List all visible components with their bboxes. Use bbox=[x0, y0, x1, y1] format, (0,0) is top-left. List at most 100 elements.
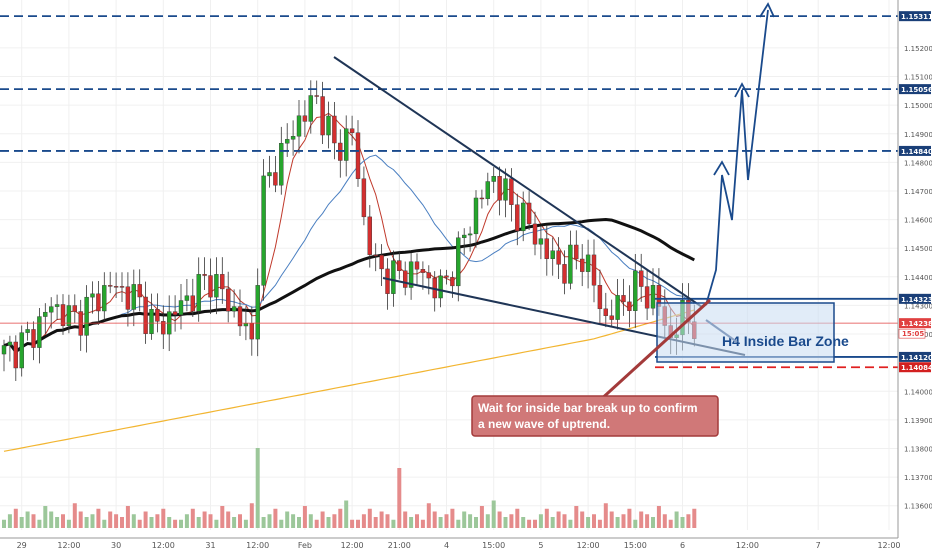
volume-bar bbox=[485, 514, 490, 528]
price-tick-label: 1.15200 bbox=[904, 45, 932, 53]
candle-body bbox=[544, 238, 549, 259]
volume-bar bbox=[515, 508, 520, 528]
price-tick-label: 1.14000 bbox=[904, 388, 932, 396]
level-badge-label: 1.14840 bbox=[901, 148, 932, 156]
candle-body bbox=[302, 115, 308, 122]
volume-bar bbox=[444, 514, 449, 528]
candle-body bbox=[603, 308, 608, 316]
volume-bar bbox=[556, 511, 561, 528]
candle-body bbox=[574, 244, 579, 260]
candle-body bbox=[279, 143, 284, 186]
time-tick-label: 12:00 bbox=[57, 541, 80, 550]
candle-body bbox=[208, 275, 213, 298]
volume-bar bbox=[308, 514, 313, 528]
candle-body bbox=[267, 172, 272, 177]
volume-bar bbox=[261, 517, 266, 528]
candle-body bbox=[462, 234, 467, 238]
volume-bar bbox=[208, 514, 213, 528]
volume-bar bbox=[66, 519, 71, 528]
candle-body bbox=[143, 296, 148, 334]
volume-bar bbox=[131, 514, 136, 528]
volume-bar bbox=[173, 519, 178, 528]
arrowhead-2 bbox=[734, 82, 750, 98]
volume-bar bbox=[285, 511, 290, 528]
volume-bar bbox=[84, 517, 89, 528]
candle-body bbox=[503, 178, 508, 201]
volume-bar bbox=[184, 514, 189, 528]
volume-bar bbox=[179, 519, 183, 528]
candle-body bbox=[568, 244, 573, 284]
level-badge bbox=[899, 318, 931, 329]
volume-bar bbox=[415, 514, 419, 528]
candle-body bbox=[615, 295, 620, 320]
volume-bar bbox=[432, 511, 437, 528]
candle-body bbox=[391, 260, 396, 294]
volume-bar bbox=[397, 468, 402, 528]
time-tick-label: 21:00 bbox=[388, 541, 411, 550]
analysis-drawings: H4 Inside Bar Zone Wait for inside bar b… bbox=[333, 2, 849, 437]
volume-bar bbox=[114, 514, 119, 528]
volume-bar bbox=[692, 508, 697, 528]
time-tick-label: 12:00 bbox=[246, 541, 269, 550]
candle-body bbox=[438, 275, 443, 299]
volume-bar bbox=[108, 511, 113, 528]
candle-body bbox=[621, 295, 626, 303]
time-tick-label: 15:00 bbox=[624, 541, 647, 550]
volume-bar bbox=[627, 508, 632, 528]
candle-body bbox=[43, 311, 48, 317]
projection-path bbox=[705, 9, 769, 306]
candle-body bbox=[249, 323, 255, 340]
volume-bar bbox=[438, 517, 443, 528]
volume-bar bbox=[645, 514, 650, 528]
volume-bar bbox=[96, 508, 101, 528]
volume-bar bbox=[279, 519, 284, 528]
candle-body bbox=[491, 176, 496, 182]
volume-bar bbox=[72, 503, 77, 528]
ma-fast-line bbox=[3, 112, 695, 353]
candle-body bbox=[597, 285, 603, 310]
volume-bar bbox=[533, 519, 537, 528]
level-badge-label: 1.15056 bbox=[901, 86, 932, 94]
volume-bar bbox=[680, 517, 685, 528]
volume-bar bbox=[674, 511, 679, 528]
time-tick-label: Feb bbox=[298, 541, 312, 550]
volume-bar bbox=[586, 517, 591, 528]
grid bbox=[0, 0, 898, 530]
level-badge-label: 1.14120 bbox=[901, 354, 932, 362]
candle-body bbox=[84, 296, 89, 336]
volume-bar bbox=[267, 514, 272, 528]
volume-bar bbox=[651, 517, 655, 528]
candle-body bbox=[66, 305, 72, 327]
volume-bar bbox=[149, 517, 154, 528]
volume-bar bbox=[55, 517, 60, 528]
volume-bar bbox=[491, 500, 496, 528]
volume-bar bbox=[420, 519, 425, 528]
volume-bar bbox=[356, 519, 360, 528]
time-axis-bg bbox=[0, 538, 932, 550]
candle-body bbox=[31, 329, 36, 348]
volume-bar bbox=[662, 514, 667, 528]
price-tick-label: 1.13700 bbox=[904, 474, 932, 482]
volume-bar bbox=[633, 519, 638, 528]
time-tick-label: 12:00 bbox=[736, 541, 759, 550]
candle-body bbox=[550, 250, 555, 259]
volume-bar bbox=[538, 514, 543, 528]
volume-bar bbox=[338, 508, 343, 528]
level-badge-label: 1.14084 bbox=[901, 364, 932, 372]
volume-bar bbox=[344, 500, 349, 528]
volume-bar bbox=[297, 517, 301, 528]
candle-body bbox=[285, 139, 290, 144]
time-tick-label: 29 bbox=[17, 541, 27, 550]
volume-bar bbox=[332, 514, 337, 528]
level-badge bbox=[899, 145, 931, 156]
arrowhead-1 bbox=[713, 160, 730, 176]
candle-body bbox=[420, 269, 426, 273]
volume-bar bbox=[426, 503, 431, 528]
candle-body bbox=[308, 95, 313, 122]
price-tick-label: 1.14800 bbox=[904, 159, 932, 167]
volume-bar bbox=[13, 508, 18, 528]
candle-body bbox=[113, 286, 119, 288]
candle-body bbox=[509, 178, 514, 205]
candle-body bbox=[326, 115, 331, 136]
